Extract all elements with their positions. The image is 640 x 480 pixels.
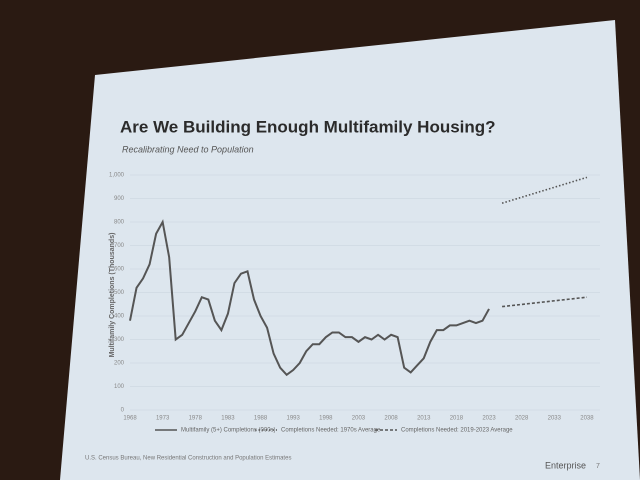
x-tick-label: 1993 (287, 416, 301, 422)
x-tick-label: 1973 (156, 416, 170, 422)
y-tick-label: 200 (114, 361, 125, 367)
y-tick-label: 500 (114, 290, 125, 296)
slide (60, 20, 640, 480)
series-line (501, 176, 588, 204)
x-tick-label: 2003 (352, 416, 366, 422)
x-tick-label: 1968 (123, 416, 137, 422)
y-tick-label: 700 (114, 243, 125, 249)
x-tick-label: 1978 (189, 416, 203, 422)
x-tick-label: 2038 (580, 416, 594, 422)
y-tick-label: 300 (114, 337, 125, 343)
y-tick-label: 400 (114, 314, 125, 320)
legend-label: Multifamily (5+) Completions (000s) (181, 428, 276, 434)
y-tick-label: 600 (114, 267, 125, 273)
x-tick-label: 2018 (450, 416, 464, 422)
legend-label: Completions Needed: 1970s Average (281, 428, 381, 434)
x-tick-label: 1988 (254, 416, 268, 422)
y-tick-label: 0 (121, 408, 125, 414)
x-tick-label: 2023 (482, 416, 496, 422)
x-tick-label: 1983 (221, 416, 235, 422)
brand: Enterprise (545, 460, 586, 470)
y-tick-label: 900 (114, 196, 125, 202)
y-tick-label: 800 (114, 220, 125, 226)
x-tick-label: 2033 (548, 416, 562, 422)
x-tick-label: 2013 (417, 416, 431, 422)
x-tick-label: 2028 (515, 416, 529, 422)
y-tick-label: 100 (114, 384, 125, 390)
chart-subtitle: Recalibrating Need to Population (122, 144, 254, 154)
source: U.S. Census Bureau, New Residential Cons… (85, 456, 291, 462)
x-tick-label: 2008 (384, 416, 398, 422)
page-number: 7 (596, 463, 600, 470)
y-tick-label: 1,000 (109, 173, 125, 179)
legend-label: Completions Needed: 2019-2023 Average (401, 428, 513, 434)
y-axis-label: Multifamily Completions (Thousands) (109, 233, 116, 358)
series-line (129, 219, 490, 377)
chart-title: Are We Building Enough Multifamily Housi… (120, 117, 496, 136)
series-line (501, 296, 588, 308)
x-tick-label: 1998 (319, 416, 333, 422)
